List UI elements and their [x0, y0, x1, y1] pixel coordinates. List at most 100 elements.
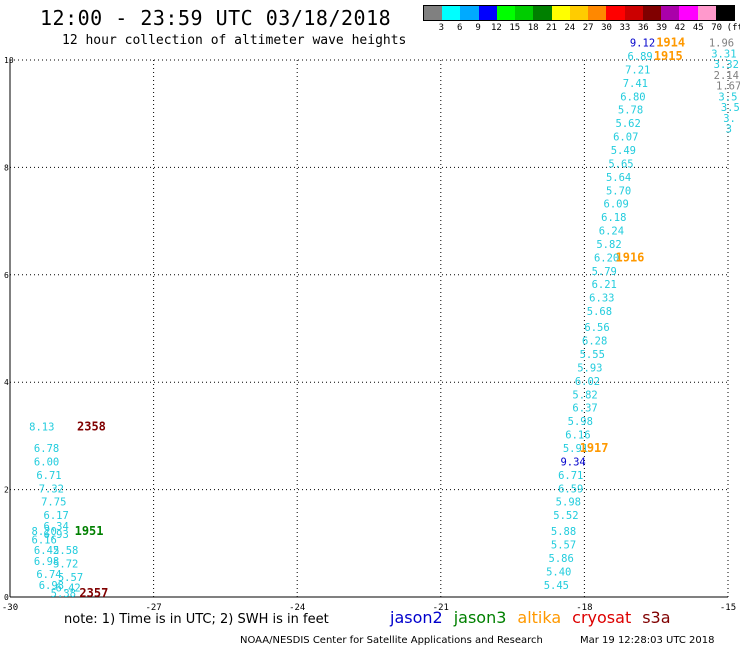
wave-height-label: 6.21	[592, 279, 617, 291]
y-tick-label: 2	[4, 486, 9, 495]
color-swatch	[715, 6, 734, 20]
y-tick-label: 0	[4, 593, 9, 602]
color-swatch	[588, 6, 607, 20]
satellite-label-s3a: s3a	[642, 608, 671, 627]
x-tick-label: -21	[433, 603, 449, 613]
wave-height-label: 5.82	[596, 239, 621, 251]
y-tick-label: 6	[4, 271, 9, 280]
pass-time-label: 2357	[79, 586, 108, 600]
wave-height-label: 3.32	[714, 59, 739, 71]
wave-height-label: 5.64	[606, 172, 631, 184]
wave-height-label: 6.28	[582, 336, 607, 348]
wave-height-label: 6.71	[36, 470, 61, 482]
legend-tick-label: 15	[509, 23, 521, 33]
wave-height-label: 6.37	[572, 403, 597, 415]
satellite-legend: jason2 jason3 altika cryosat s3a	[390, 608, 682, 627]
legend-tick-label: 27	[582, 23, 594, 33]
color-swatch	[496, 6, 516, 20]
satellite-label-altika: altika	[517, 608, 562, 627]
wave-height-label: 6.09	[604, 199, 629, 211]
wave-height-label: 5.52	[553, 510, 578, 522]
wave-height-label: 5.62	[616, 118, 641, 130]
wave-height-label: 5.58	[53, 545, 78, 557]
pass-time-label: 1951	[75, 524, 104, 538]
wave-height-label: 5.79	[592, 266, 617, 278]
wave-height-label: 5.65	[608, 158, 633, 170]
legend-tick-label: 12	[490, 23, 502, 33]
wave-height-label: 6.78	[34, 443, 59, 455]
color-swatch	[442, 6, 461, 20]
chart-subtitle: 12 hour collection of altimeter wave hei…	[62, 33, 407, 48]
wave-height-label: 5.45	[544, 580, 569, 592]
wave-height-label: 5.93	[577, 362, 602, 374]
wave-height-label: 6.89	[627, 51, 652, 63]
color-swatch	[624, 6, 643, 20]
wave-height-label: 5.98	[556, 497, 581, 509]
footer-credit: NOAA/NESDIS Center for Satellite Applica…	[240, 635, 543, 646]
wave-height-label: 6.16	[32, 534, 57, 546]
legend-tick-label: 3	[438, 23, 445, 33]
wave-height-label: 5.98	[568, 416, 593, 428]
x-tick-label: -24	[289, 603, 305, 613]
legend-tick-label: 39	[656, 23, 667, 33]
wave-height-label: 5.72	[53, 558, 78, 570]
pass-time-label: 1914	[656, 36, 685, 50]
color-swatches	[423, 5, 735, 21]
wave-height-label: 5.40	[546, 567, 571, 579]
color-swatch	[533, 6, 552, 20]
wave-height-label: 3.5	[718, 91, 737, 103]
wave-height-label: 5.86	[549, 553, 574, 565]
legend-tick-label: 30	[601, 23, 612, 33]
wave-height-label: 5.88	[551, 526, 576, 538]
wave-height-label: 1.96	[709, 38, 734, 50]
wave-height-label: 7.21	[625, 64, 650, 76]
wave-height-label: 9.12	[630, 38, 655, 50]
x-tick-label: -18	[576, 603, 592, 613]
footer-timestamp: Mar 19 12:28:03 UTC 2018	[580, 635, 715, 646]
pass-time-label: 1917	[580, 441, 609, 455]
wave-height-label: 2.14	[714, 70, 739, 82]
color-swatch	[697, 6, 716, 20]
y-tick-label: 8	[4, 163, 9, 172]
chart-title: 12:00 - 23:59 UTC 03/18/2018	[40, 6, 392, 30]
wave-height-label: 6.74	[36, 569, 61, 581]
wave-height-label: 5.82	[572, 389, 597, 401]
wave-height-label: 8.20	[32, 526, 57, 538]
wave-height-label: 5.55	[580, 349, 605, 361]
wave-height-label: 6.16	[565, 430, 590, 442]
color-swatch	[460, 6, 479, 20]
wave-height-label: 3.31	[711, 48, 736, 60]
wave-height-label: 6.71	[558, 470, 583, 482]
wave-height-label: 3.5	[721, 102, 740, 114]
legend-tick-label: 6	[456, 23, 463, 33]
pass-time-label: 1915	[654, 49, 683, 63]
color-swatch	[606, 6, 625, 20]
wave-height-label: 6.24	[599, 226, 624, 238]
color-swatch	[661, 6, 680, 20]
satellite-label-cryosat: cryosat	[572, 608, 632, 627]
pass-time-label: 2358	[77, 420, 106, 434]
y-tick-label: 10	[4, 56, 14, 65]
legend-tick-label: 45	[692, 23, 704, 33]
color-swatch	[642, 6, 662, 20]
legend-tick-label: 70	[711, 23, 723, 33]
wave-height-label: 6.59	[558, 483, 583, 495]
wave-height-label: 6.20	[594, 252, 619, 264]
wave-height-label: 1.67	[716, 81, 740, 93]
wave-height-label: 3	[726, 123, 732, 135]
wave-height-label: 6.02	[575, 376, 600, 388]
color-swatch	[551, 6, 570, 20]
wave-height-label: 5.70	[606, 185, 631, 197]
wave-height-label: 6.98	[39, 580, 64, 592]
wave-height-label: 5.57	[58, 572, 83, 584]
legend-tick-label: 33	[619, 23, 631, 33]
wave-height-label: 5.38	[51, 588, 76, 600]
x-tick-label: -15	[720, 603, 736, 613]
wave-height-label: 7.32	[39, 483, 64, 495]
wave-height-label: 8.13	[29, 422, 54, 434]
wave-height-label: 6.93	[44, 529, 69, 541]
legend-tick-label: 36	[637, 23, 649, 33]
color-swatch	[679, 6, 698, 20]
